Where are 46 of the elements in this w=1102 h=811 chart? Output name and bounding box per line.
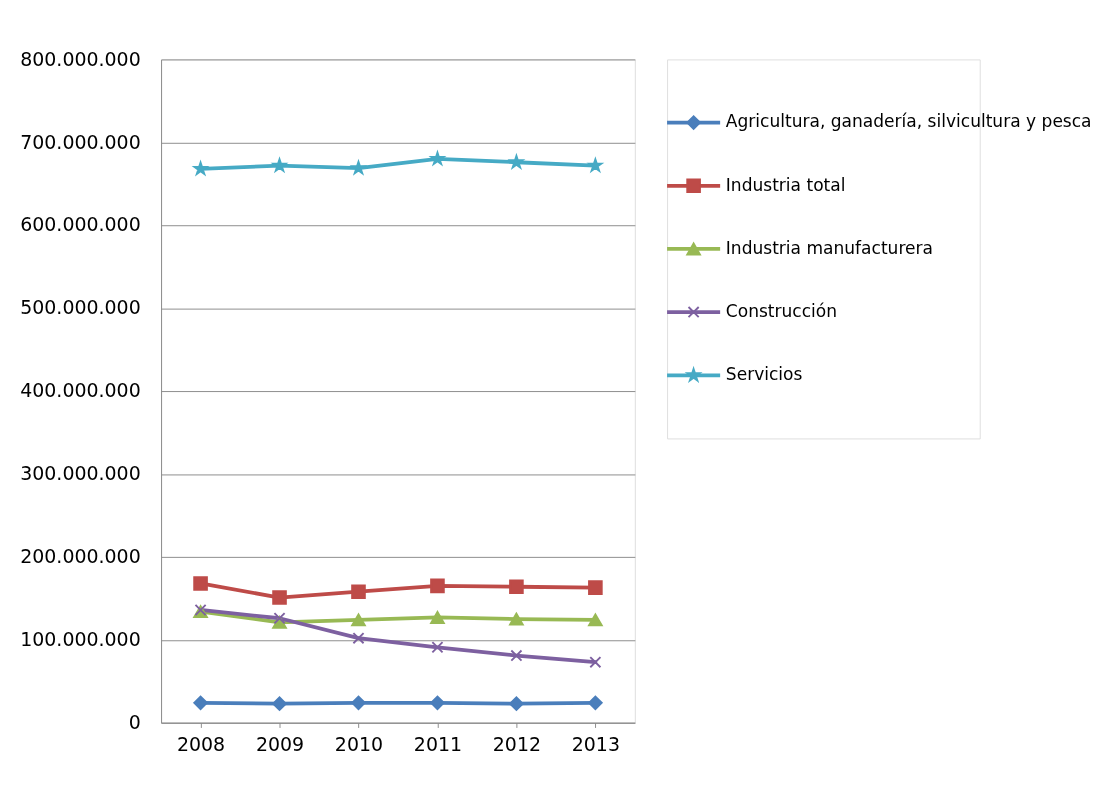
point: [430, 695, 445, 711]
x-tick-label: 2010: [334, 732, 384, 755]
point: [509, 612, 524, 626]
point: [193, 695, 208, 711]
y-tick-label: 500.000.000: [20, 296, 141, 319]
y-tick-label: 0: [128, 710, 141, 733]
point: [430, 610, 445, 624]
point: [352, 632, 365, 645]
point: [509, 696, 524, 711]
point: [507, 153, 526, 170]
point: [431, 641, 444, 654]
point: [586, 156, 605, 174]
point: [272, 696, 287, 711]
point: [270, 156, 289, 173]
point: [273, 612, 286, 625]
point: [193, 576, 208, 591]
y-tick-label: 800.000.000: [20, 47, 141, 70]
x-tick-label: 2013: [571, 732, 620, 755]
point: [589, 656, 602, 669]
legend-label: Servicios: [725, 364, 803, 385]
x-tick-label: 2011: [413, 732, 463, 755]
point: [588, 580, 603, 595]
point: [351, 584, 366, 600]
point: [191, 159, 210, 177]
y-tick-label: 400.000.000: [20, 379, 141, 402]
point: [588, 613, 603, 627]
y-tick-label: 300.000.000: [20, 462, 141, 485]
y-tick-label: 700.000.000: [20, 130, 141, 153]
y-tick-label: 100.000.000: [20, 627, 141, 650]
x-tick-label: 2008: [176, 732, 226, 755]
point: [351, 695, 366, 711]
point: [588, 695, 603, 711]
legend-label: Construcción: [725, 300, 838, 321]
legend-label: Industria total: [725, 174, 846, 195]
y-tick-label: 600.000.000: [20, 213, 141, 236]
point: [510, 649, 523, 662]
legend-label: Industria manufacturera: [725, 237, 934, 258]
x-tick-label: 2009: [255, 732, 305, 755]
point: [428, 149, 447, 167]
point: [351, 613, 366, 627]
y-tick-label: 200.000.000: [20, 545, 141, 568]
point: [272, 590, 287, 605]
legend-label: Agricultura, ganadería, silvicultura y pesca: [725, 111, 1092, 132]
point: [430, 578, 445, 594]
x-tick-label: 2012: [492, 732, 541, 755]
point: [509, 579, 524, 595]
